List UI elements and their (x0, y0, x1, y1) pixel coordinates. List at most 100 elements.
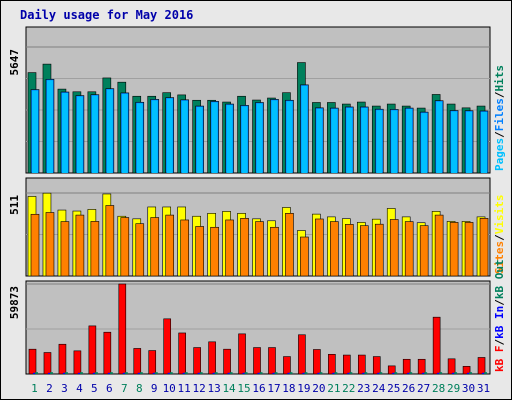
bar-pages (436, 101, 443, 173)
panel-hits_files_pages: 5647 Pages/Files/Hits (8, 26, 506, 174)
day-label: 20 (312, 382, 325, 395)
bar-pages (286, 101, 293, 173)
bar-kb-in (332, 372, 336, 374)
axis-legend-part: / (493, 299, 506, 306)
bar-sites (165, 214, 175, 277)
day-label: 21 (327, 382, 340, 395)
bar-kb-out (64, 372, 68, 374)
bar-pages (166, 98, 173, 173)
bar-sites (75, 214, 85, 277)
bar-sites (285, 213, 294, 277)
bar-kb-in (347, 372, 351, 374)
bar-kb-f (432, 316, 441, 375)
day-label: 4 (76, 382, 83, 395)
bar-kb-f (313, 349, 321, 375)
axis-legend-part: / (493, 131, 506, 138)
bar-kb-f (238, 333, 246, 375)
bar-sites (270, 226, 279, 277)
axis-legend-part: / (493, 91, 506, 98)
bar-sites (255, 221, 264, 277)
bar-kb-out (154, 372, 158, 374)
bar-kb-in (33, 372, 36, 374)
bar-kb-f (387, 365, 396, 375)
day-label: 27 (417, 382, 430, 395)
bar-sites (90, 221, 100, 277)
bar-kb-in (92, 372, 96, 374)
bar-pages (481, 111, 488, 173)
bar-sites (135, 223, 145, 277)
axis-legend-label: Sites/Visits (493, 195, 506, 275)
bar-pages (76, 96, 83, 173)
bar-pages (331, 109, 338, 173)
bar-sites (105, 205, 115, 277)
bar-kb-out (469, 372, 473, 374)
bar-pages (32, 90, 38, 173)
bar-kb-in (437, 372, 441, 374)
bar-kb-out (454, 372, 458, 374)
bar-sites (120, 217, 130, 277)
axis-legend-part: Files (493, 98, 506, 131)
axis-legend-part: Hits (493, 65, 506, 92)
axis-legend-part: / (493, 234, 506, 241)
bar-sites (150, 217, 160, 277)
bar-kb-in (167, 372, 171, 374)
bar-sites (330, 221, 339, 277)
bar-kb-in (152, 372, 156, 374)
bar-pages (316, 108, 323, 173)
bar-kb-f (298, 334, 306, 375)
bar-kb-in (257, 372, 261, 374)
axis-legend-label: Pages/Files/Hits (493, 65, 506, 171)
bar-pages (241, 106, 248, 173)
day-label: 24 (372, 382, 386, 395)
bar-sites (45, 212, 55, 277)
bar-kb-f (343, 354, 351, 375)
bar-kb-out (49, 372, 53, 374)
bar-kb-out (109, 372, 113, 374)
bar-pages (181, 100, 188, 173)
day-label: 2 (46, 382, 53, 395)
bar-kb-f (118, 283, 127, 375)
bar-kb-in (137, 372, 141, 374)
bar-sites (374, 223, 384, 277)
bar-pages (106, 89, 113, 173)
bar-kb-out (409, 372, 413, 374)
bar-kb-in (422, 372, 426, 374)
day-label: 26 (402, 382, 415, 395)
bar-kb-f (43, 352, 52, 375)
day-label: 25 (387, 382, 400, 395)
bar-sites (240, 218, 249, 277)
bar-pages (346, 107, 353, 173)
day-label: 14 (222, 382, 236, 395)
bar-sites (345, 224, 354, 277)
bar-kb-in (362, 372, 366, 374)
bar-kb-out (199, 372, 203, 374)
chart-title: Daily usage for May 2016 (20, 8, 193, 22)
bar-sites (479, 218, 489, 277)
bar-kb-in (467, 372, 471, 374)
y-max-label: 5647 (8, 49, 21, 76)
axis-legend-part: kB F (493, 346, 506, 373)
bar-kb-in (317, 372, 321, 374)
bar-kb-f (402, 358, 411, 375)
bar-sites (359, 225, 369, 277)
day-label: 7 (121, 382, 128, 395)
bar-kb-f (462, 366, 471, 375)
bar-kb-in (107, 372, 111, 374)
day-label: 1 (31, 382, 38, 395)
bar-kb-in (302, 372, 306, 374)
day-label: 30 (462, 382, 475, 395)
axis-legend-part: Sites (493, 241, 506, 274)
bar-kb-out (79, 372, 83, 374)
bar-sites (300, 236, 309, 277)
bar-kb-f (163, 318, 172, 375)
day-labels: 1 2 3 4 5 6 7 8 9 10 11 12 13 14 15 16 17 18 19 20 21 22 23 24 2… (31, 382, 490, 395)
day-label: 9 (151, 382, 158, 395)
bar-kb-out (424, 372, 428, 374)
day-label: 29 (447, 382, 460, 395)
day-label: 5 (91, 382, 98, 395)
day-label: 11 (178, 382, 191, 395)
bar-pages (391, 110, 398, 173)
y-max-label: 59873 (8, 286, 21, 319)
bar-kb-f (253, 347, 261, 375)
day-label: 3 (61, 382, 68, 395)
